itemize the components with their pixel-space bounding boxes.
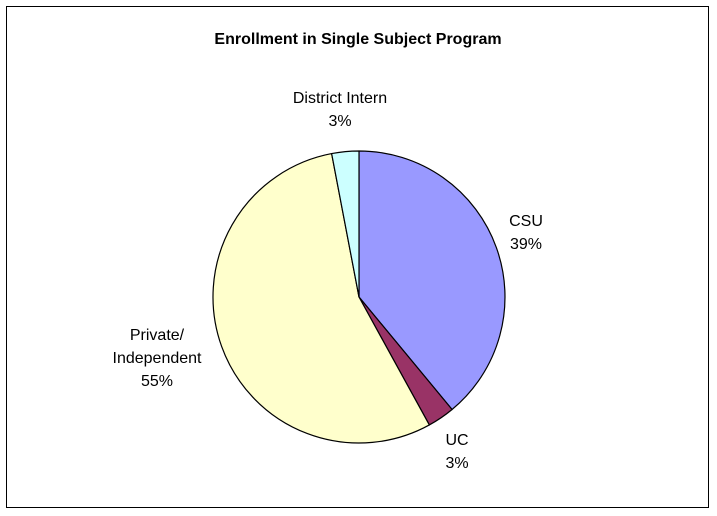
slice-label-district-intern: District Intern 3%: [293, 90, 387, 130]
pie-slice-csu: [358, 150, 506, 411]
slice-label-csu: CSU 39%: [509, 213, 543, 253]
pie-slice-district-intern: [331, 150, 360, 298]
slice-label-uc: UC 3%: [445, 432, 468, 472]
chart-title: Enrollment in Single Subject Program: [214, 31, 501, 48]
slice-label-private-independent: Private/Independent 55%: [113, 327, 203, 390]
pie-slice-private-independent: [212, 152, 430, 444]
